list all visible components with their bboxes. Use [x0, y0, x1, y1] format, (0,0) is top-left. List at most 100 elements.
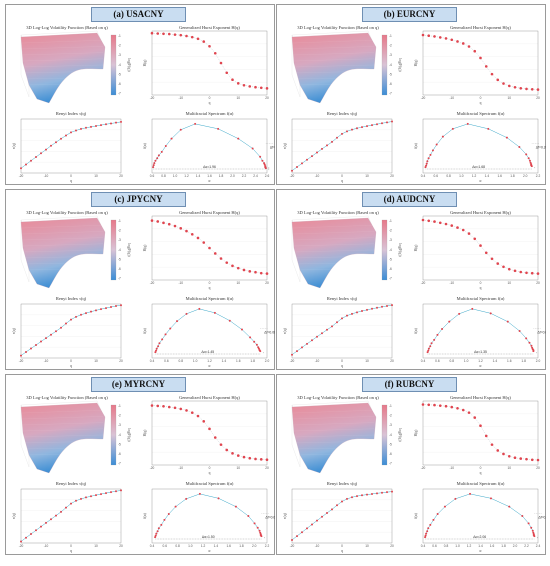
renyi-point: [311, 155, 313, 158]
renyi-point: [316, 519, 318, 522]
x-tick-label: -20: [421, 96, 426, 100]
x-tick-label: 1.0: [455, 544, 460, 548]
mesh-line: [21, 231, 104, 235]
renyi-point: [55, 514, 57, 517]
renyi-point: [110, 306, 112, 308]
hurst-point: [242, 268, 246, 272]
spectrum-title: Multifractal Spectrum f(α): [457, 296, 505, 301]
spectrum-point: [429, 153, 432, 156]
panel-f: (f) RUBCNY 3D Log-Log Volatility Function…: [276, 374, 546, 555]
hurst-point: [433, 403, 436, 407]
mesh-line: [21, 243, 104, 247]
spectrum-axes: [151, 303, 268, 359]
spectrum-point: [530, 344, 533, 347]
surface-plot: 3D Log-Log Volatility Function (Based on…: [291, 395, 402, 474]
renyi-point: [336, 321, 338, 324]
renyi-point: [35, 156, 37, 159]
renyi-point: [85, 312, 87, 315]
hurst-point: [456, 406, 459, 410]
colorbar-tick-label: -3: [118, 53, 121, 57]
x-tick-label: 1.8: [219, 174, 224, 178]
spectrum-point: [521, 515, 524, 517]
colorbar-tick-label: -4: [389, 248, 392, 252]
hurst-point: [202, 40, 206, 43]
hurst-point: [259, 271, 263, 275]
spectrum-point: [155, 349, 158, 352]
delta-alpha-label: Δα=1.96: [203, 165, 216, 169]
hurst-xlabel: q: [209, 286, 211, 290]
hurst-point: [484, 65, 488, 68]
renyi-xlabel: q: [70, 549, 72, 553]
x-tick-label: 0.8: [179, 359, 184, 363]
hurst-point: [507, 84, 511, 88]
renyi-point: [301, 162, 303, 165]
renyi-point: [356, 311, 358, 314]
colorbar-tick-label: -3: [118, 238, 121, 242]
spectrum-point: [532, 350, 535, 353]
surface-title: 3D Log-Log Volatility Function (Based on…: [297, 210, 379, 215]
hurst-point: [236, 266, 240, 270]
renyi-point: [120, 120, 122, 123]
spectrum-point: [508, 505, 511, 508]
hurst-point: [231, 264, 234, 268]
hurst-point: [496, 449, 500, 452]
hurst-point: [225, 448, 229, 452]
spectrum-point: [527, 157, 530, 160]
spectrum-point: [528, 341, 531, 344]
x-tick-label: 2.0: [230, 174, 235, 178]
spectrum-title: Multifractal Spectrum f(α): [457, 481, 505, 486]
renyi-line: [291, 491, 393, 541]
x-tick-label: 0.4: [150, 544, 155, 548]
renyi-point: [65, 134, 67, 137]
hurst-point: [259, 86, 263, 90]
colorbar-tick-label: -4: [118, 63, 121, 67]
hurst-point: [219, 443, 223, 446]
mesh-line: [292, 249, 375, 253]
x-tick-label: 0.4: [421, 544, 426, 548]
delta-alpha-label: Δα=1.45: [201, 350, 214, 354]
spectrum-point: [240, 328, 243, 331]
hurst-point: [502, 82, 505, 85]
x-tick-label: 1.2: [467, 544, 472, 548]
x-tick-label: -10: [449, 281, 454, 285]
renyi-axes: [20, 303, 122, 359]
renyi-plot: Renyi Index τ(q) τ(q) q -20 -10 0 10 20: [12, 296, 123, 368]
spectrum-point: [156, 530, 159, 533]
spectrum-plot: Multifractal Spectrum f(α) f(α) α 0.4 0.6 0.8…: [414, 296, 546, 368]
hurst-point: [450, 405, 454, 409]
hurst-point: [196, 414, 200, 418]
renyi-point: [115, 305, 117, 308]
hurst-plot: Generalized Hurst Exponent H(q) H(q) q -20 -…: [414, 395, 540, 475]
hurst-title: Generalized Hurst Exponent H(q): [450, 25, 511, 30]
hurst-point: [162, 32, 165, 36]
hurst-point: [536, 458, 540, 462]
colorbar: [110, 219, 117, 281]
hurst-ylabel: H(q): [143, 59, 147, 67]
hurst-point: [536, 88, 540, 91]
hurst-point: [265, 458, 269, 462]
x-tick-label: 0.4: [150, 359, 155, 363]
spectrum-line: [152, 123, 267, 169]
hurst-xlabel: q: [480, 286, 482, 290]
x-tick-label: 20: [390, 359, 394, 363]
renyi-ylabel: τ(q): [283, 142, 287, 148]
hurst-title: Generalized Hurst Exponent H(q): [450, 210, 511, 215]
hurst-point: [479, 424, 482, 428]
mesh-line: [292, 237, 375, 241]
hurst-point: [185, 34, 188, 38]
hurst-point: [513, 85, 517, 89]
renyi-title: Renyi Index τ(q): [56, 111, 87, 116]
spectrum-point: [426, 160, 429, 163]
mesh-line: [21, 441, 104, 444]
x-tick-label: 1.6: [236, 359, 241, 363]
x-tick-label: -10: [315, 174, 320, 178]
delta-f-label: Δf=0.20: [536, 146, 546, 150]
renyi-title: Renyi Index τ(q): [327, 296, 358, 301]
spectrum-point: [429, 523, 432, 526]
renyi-ylabel: τ(q): [283, 327, 287, 333]
x-tick-label: -20: [19, 544, 24, 548]
x-tick-label: 1.2: [207, 359, 212, 363]
spectrum-point: [427, 527, 430, 530]
renyi-point: [331, 508, 333, 511]
x-tick-label: -20: [290, 544, 295, 548]
